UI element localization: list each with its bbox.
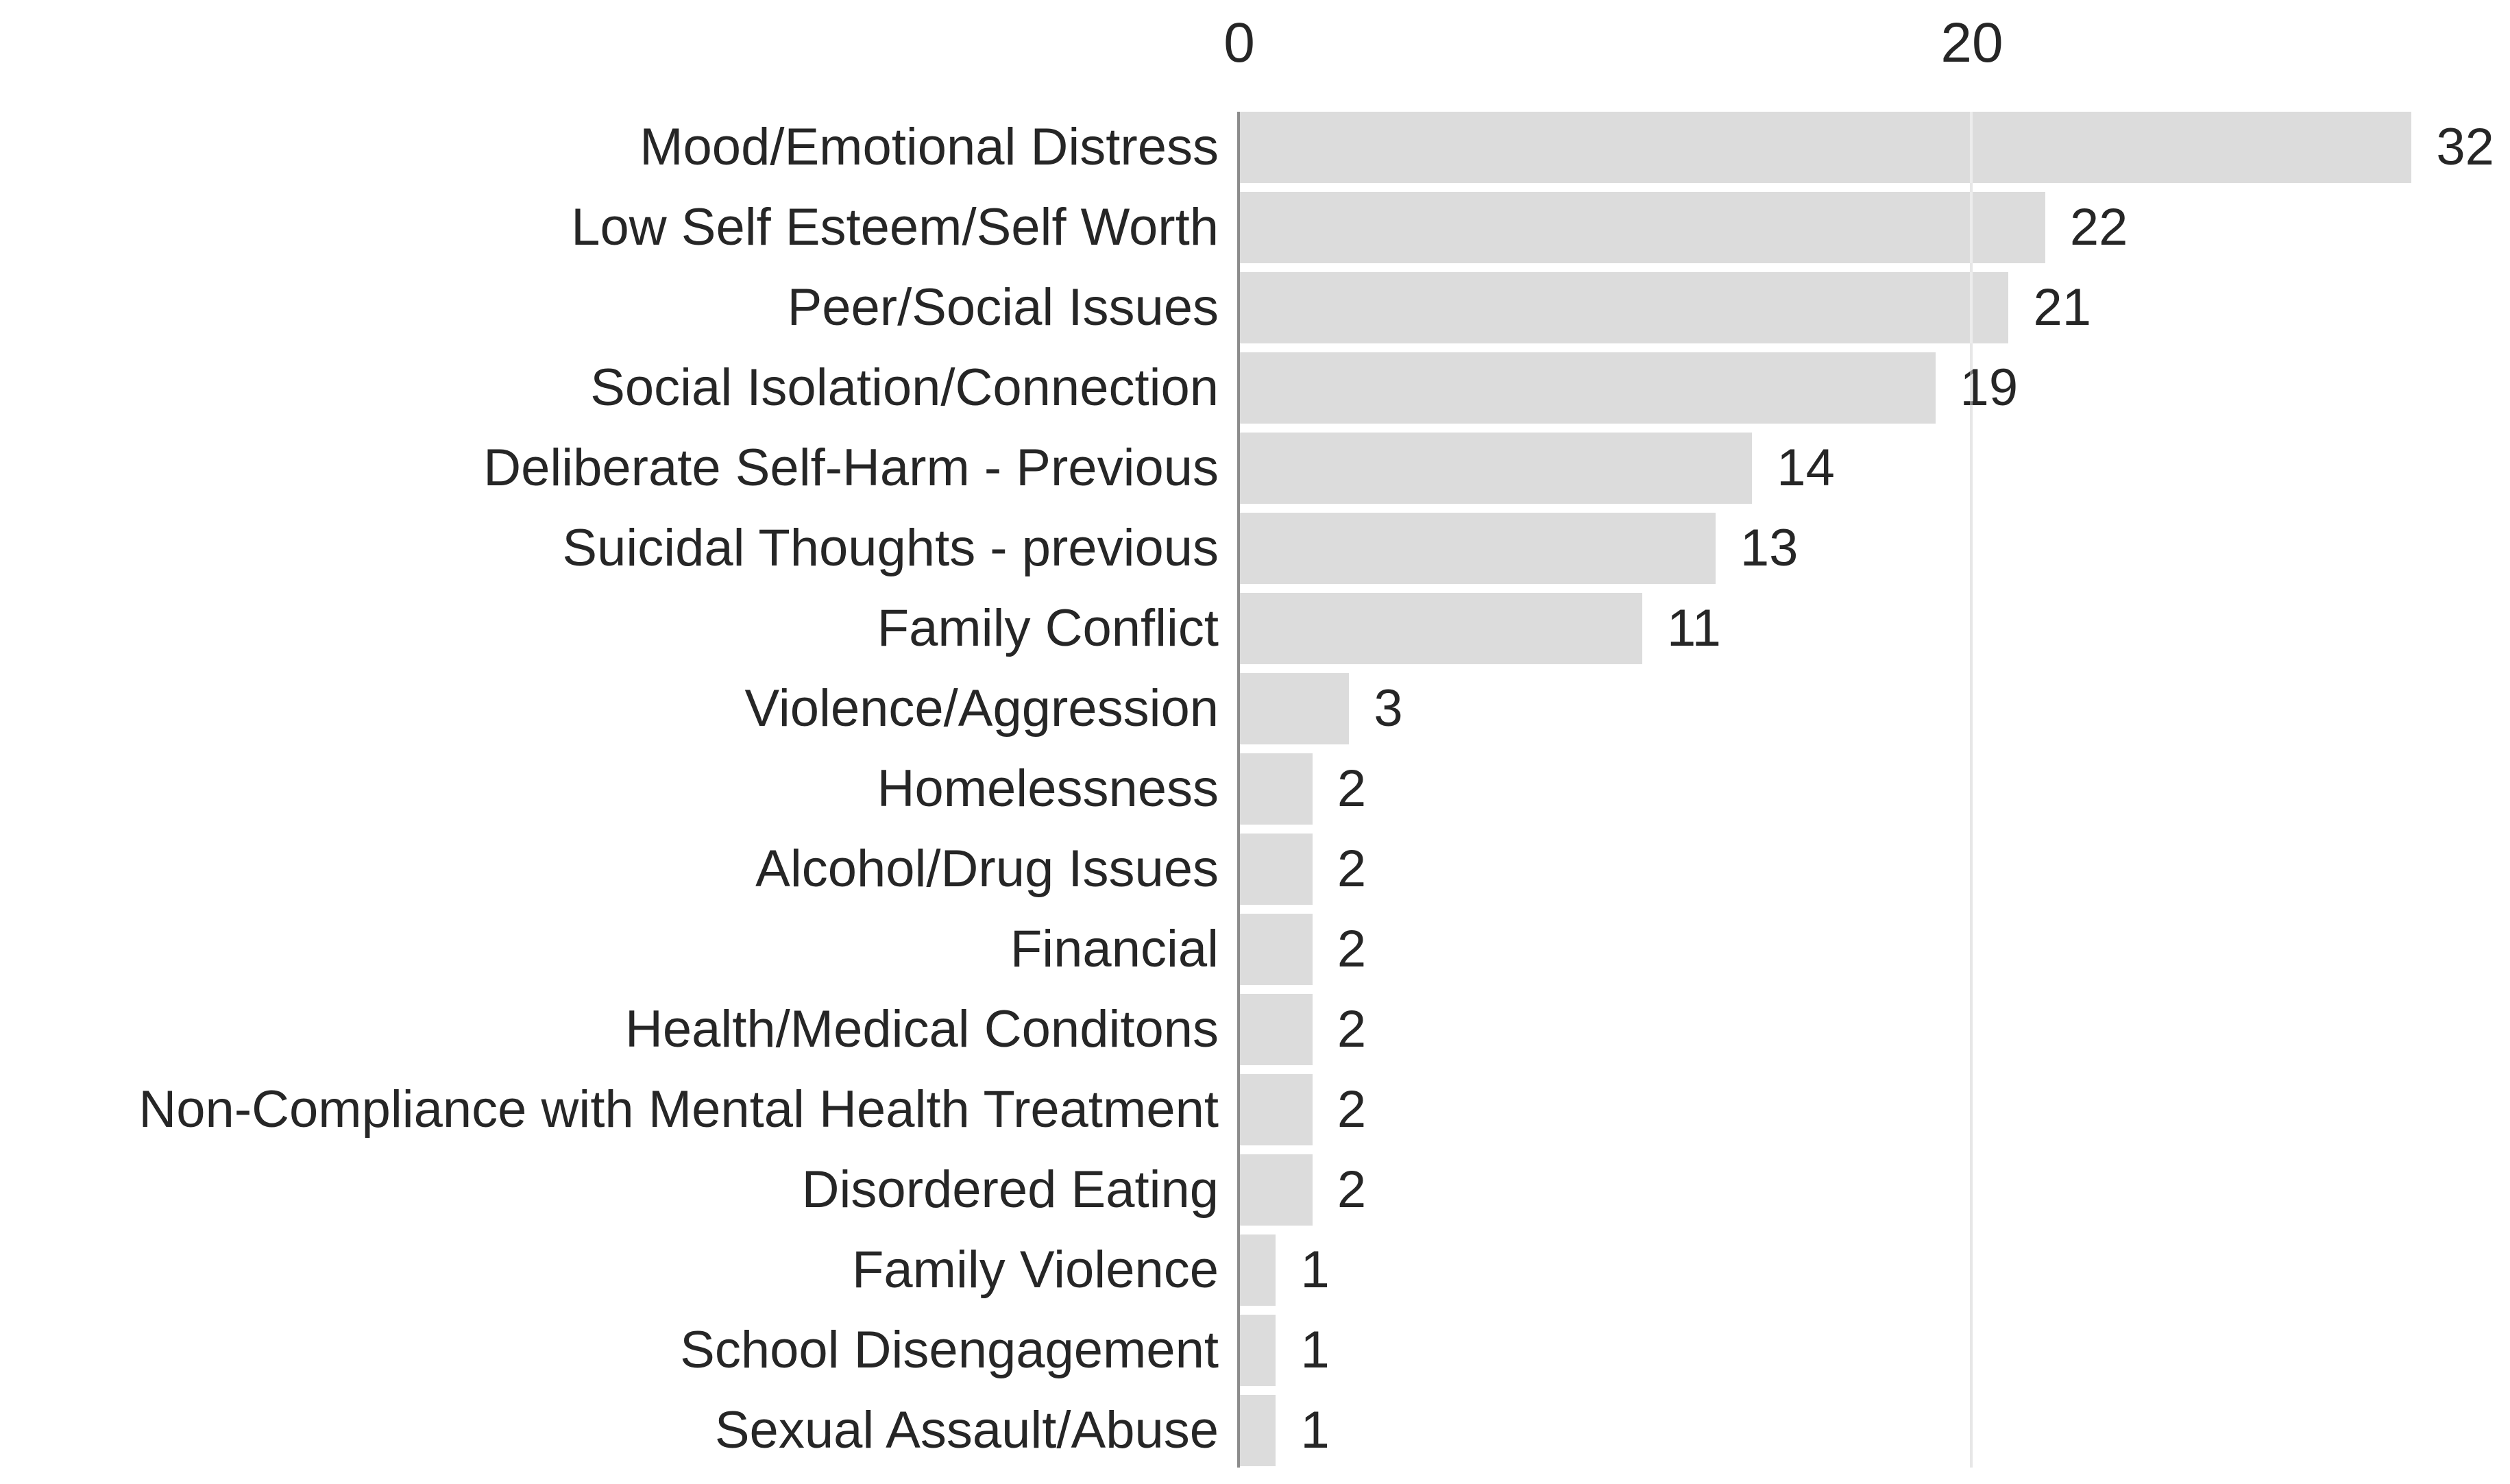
category-label: Violence/Aggression: [744, 679, 1219, 738]
bar: [1239, 513, 1716, 584]
category-label: Alcohol/Drug Issues: [755, 840, 1219, 898]
bar-row: Alcohol/Drug Issues 2: [0, 834, 2510, 914]
category-label: Social Isolation/Connection: [590, 358, 1219, 417]
bar: [1239, 753, 1313, 825]
x-axis-tick-0: 0: [1223, 12, 1255, 74]
bar-row: Family Violence 1: [0, 1234, 2510, 1315]
x-axis-tick-20: 20: [1940, 12, 2003, 74]
bar-value-label: 2: [1337, 920, 1367, 978]
category-label: Mood/Emotional Distress: [639, 118, 1219, 176]
bar-value-label: 2: [1337, 1160, 1367, 1219]
bar: [1239, 1395, 1276, 1466]
bar-row: Homelessness 2: [0, 753, 2510, 834]
gridline-20-overlay: [1970, 112, 1973, 1468]
bar-row: Low Self Esteem/Self Worth 22: [0, 192, 2510, 272]
bar-value-label: 22: [2069, 198, 2128, 256]
y-axis-line: [1237, 112, 1240, 1468]
bar: [1239, 593, 1642, 664]
bar-value-label: 14: [1777, 439, 1835, 497]
category-label: Sexual Assault/Abuse: [714, 1401, 1219, 1459]
bar-value-label: 21: [2033, 278, 2091, 337]
bar: [1239, 1315, 1276, 1386]
bar-row: Mood/Emotional Distress 32: [0, 112, 2510, 192]
category-label: Suicidal Thoughts - previous: [562, 519, 1219, 577]
bar: [1239, 834, 1313, 905]
bar-value-label: 2: [1337, 1000, 1367, 1058]
bar-row: Non-Compliance with Mental Health Treatm…: [0, 1074, 2510, 1154]
bar-row: Violence/Aggression 3: [0, 673, 2510, 753]
bar-row: Financial 2: [0, 914, 2510, 994]
bar-row: Sexual Assault/Abuse 1: [0, 1395, 2510, 1475]
category-label: Disordered Eating: [801, 1160, 1219, 1219]
bar-value-label: 2: [1337, 759, 1367, 818]
category-label: Deliberate Self-Harm - Previous: [483, 439, 1219, 497]
bar: [1239, 272, 2009, 343]
bar-row: Health/Medical Conditons 2: [0, 994, 2510, 1074]
bar-value-label: 2: [1337, 840, 1367, 898]
bar-row: School Disengagement 1: [0, 1315, 2510, 1395]
category-label: Non-Compliance with Mental Health Treatm…: [138, 1080, 1219, 1139]
bar-row: Disordered Eating 2: [0, 1154, 2510, 1234]
bar-row: Family Conflict 11: [0, 593, 2510, 673]
bar: [1239, 433, 1753, 504]
bar: [1239, 1074, 1313, 1145]
category-label: Health/Medical Conditons: [624, 1000, 1219, 1058]
bar-row: Peer/Social Issues 21: [0, 272, 2510, 352]
category-label: Low Self Esteem/Self Worth: [571, 198, 1219, 256]
bar-value-label: 3: [1374, 679, 1403, 738]
bar: [1239, 673, 1350, 744]
category-label: Financial: [1010, 920, 1219, 978]
bar-value-label: 1: [1300, 1401, 1330, 1459]
bar-rows: Mood/Emotional Distress 32 Low Self Este…: [0, 112, 2510, 1475]
bar-value-label: 1: [1300, 1321, 1330, 1379]
bar: [1239, 994, 1313, 1065]
bar: [1239, 914, 1313, 985]
bar-row: Suicidal Thoughts - previous 13: [0, 513, 2510, 593]
bar-value-label: 19: [1960, 358, 2019, 417]
category-label: Homelessness: [877, 759, 1219, 818]
bar-value-label: 1: [1300, 1241, 1330, 1299]
category-label: Family Conflict: [877, 599, 1219, 657]
bar-value-label: 32: [2436, 118, 2494, 176]
bar-row: Social Isolation/Connection 19: [0, 352, 2510, 433]
category-label: School Disengagement: [680, 1321, 1219, 1379]
bar: [1239, 192, 2045, 263]
bar: [1239, 352, 1936, 424]
bar: [1239, 1154, 1313, 1226]
gridline-20: [1970, 112, 1973, 1468]
bar-value-label: 11: [1666, 599, 1721, 657]
bar: [1239, 112, 2412, 183]
bar: [1239, 1234, 1276, 1306]
bar-row: Deliberate Self-Harm - Previous 14: [0, 433, 2510, 513]
bar-value-label: 13: [1740, 519, 1799, 577]
category-label: Family Violence: [851, 1241, 1219, 1299]
category-label: Peer/Social Issues: [787, 278, 1219, 337]
bar-value-label: 2: [1337, 1080, 1367, 1139]
